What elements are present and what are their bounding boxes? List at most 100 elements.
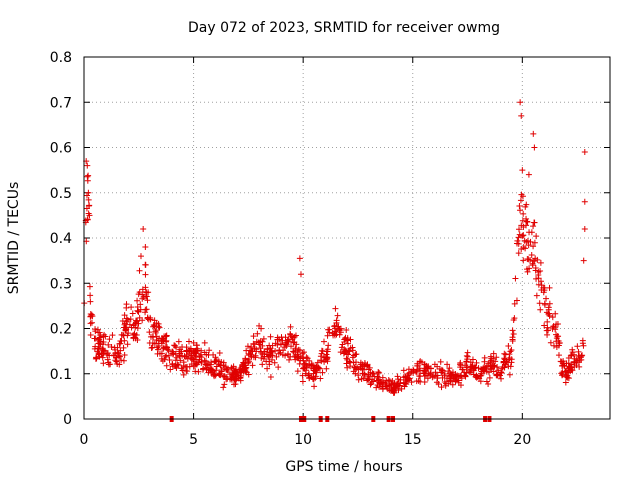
data-point [475, 365, 482, 372]
data-point [139, 295, 146, 302]
data-point [158, 355, 165, 362]
data-point [391, 379, 398, 386]
data-point [414, 362, 421, 369]
data-point [581, 225, 588, 232]
axis-ticks: 0 0.1 0.2 0.3 0.4 0.5 0.6 0.7 0.8 0 5 10 15 20 [50, 50, 610, 448]
data-point [212, 354, 219, 361]
data-point [266, 358, 273, 365]
data-point [498, 375, 505, 382]
x-tick-label: 20 [513, 432, 531, 448]
data-point [476, 375, 483, 382]
data-point [543, 309, 550, 316]
data-point [379, 383, 386, 390]
data-point [513, 297, 520, 304]
data-point [473, 359, 480, 366]
data-point [250, 340, 257, 347]
data-point [237, 377, 244, 384]
data-point [375, 369, 382, 376]
data-point [347, 359, 354, 366]
data-point [533, 275, 540, 282]
data-point [344, 337, 351, 344]
data-point [248, 353, 255, 360]
data-point [213, 367, 220, 374]
data-point [146, 329, 153, 336]
data-point [272, 347, 279, 354]
data-point [163, 362, 170, 369]
data-point [332, 305, 339, 312]
data-point [154, 350, 161, 357]
data-point [532, 264, 539, 271]
data-point [281, 344, 288, 351]
data-point [116, 340, 123, 347]
data-point [159, 335, 166, 342]
data-point [306, 372, 313, 379]
y-tick-label: 0.5 [50, 186, 72, 202]
data-point [343, 360, 350, 367]
data-point [463, 358, 470, 365]
data-point [522, 203, 529, 210]
data-point [123, 304, 130, 311]
data-point [402, 374, 409, 381]
data-point [552, 310, 559, 317]
data-point [260, 335, 267, 342]
data-point [562, 379, 569, 386]
data-point [274, 336, 281, 343]
data-point [341, 346, 348, 353]
data-point [84, 177, 91, 184]
data-point [260, 355, 267, 362]
data-point [84, 162, 91, 169]
data-point [147, 314, 154, 321]
data-point [517, 197, 524, 204]
data-point [229, 365, 236, 372]
data-point [344, 356, 351, 363]
data-point [294, 353, 301, 360]
data-point [433, 379, 440, 386]
data-point [343, 355, 350, 362]
data-point [241, 360, 248, 367]
data-point [341, 339, 348, 346]
data-point [294, 368, 301, 375]
data-point [509, 327, 516, 334]
data-point [487, 366, 494, 373]
data-point [576, 363, 583, 370]
data-point [112, 346, 119, 353]
data-point [233, 371, 240, 378]
data-point [87, 331, 94, 338]
data-point [121, 312, 128, 319]
data-point [88, 319, 95, 326]
data-point [517, 99, 524, 106]
data-point [274, 341, 281, 348]
data-point [536, 300, 543, 307]
data-point [173, 344, 180, 351]
data-point [256, 339, 263, 346]
data-point [250, 333, 257, 340]
data-point [431, 361, 438, 368]
data-point [158, 350, 165, 357]
data-point [487, 359, 494, 366]
data-point [271, 359, 278, 366]
data-point [516, 231, 523, 238]
data-point [85, 172, 92, 179]
data-point [469, 356, 476, 363]
data-point [376, 369, 383, 376]
data-point [547, 339, 554, 346]
data-point [516, 226, 523, 233]
data-point [323, 365, 330, 372]
data-point [257, 345, 264, 352]
y-tick-label: 0.4 [50, 231, 72, 247]
data-point [264, 365, 271, 372]
data-point [374, 381, 381, 388]
data-point [546, 312, 553, 319]
data-point [215, 371, 222, 378]
data-point [501, 350, 508, 357]
data-point [121, 321, 128, 328]
data-point [134, 297, 141, 304]
data-point [311, 383, 318, 390]
data-point [464, 349, 471, 356]
data-point [524, 268, 531, 275]
data-point [286, 356, 293, 363]
data-point [344, 364, 351, 371]
data-point [485, 381, 492, 388]
data-point [309, 375, 316, 382]
data-point [371, 373, 378, 380]
